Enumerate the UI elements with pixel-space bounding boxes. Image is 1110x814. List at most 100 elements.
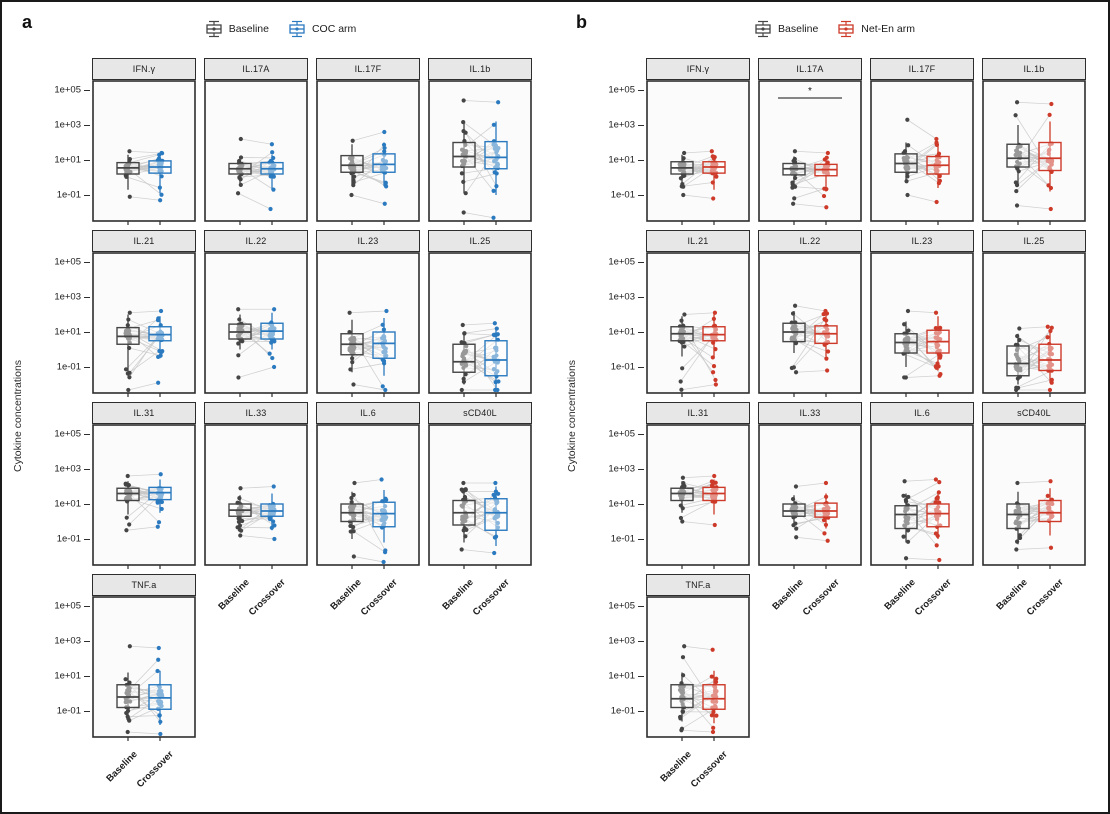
y-tick-label: 1e+03 <box>54 119 81 131</box>
y-tick-label: 1e+03 <box>608 119 635 131</box>
y-tick-label: 1e-01 <box>56 361 81 373</box>
panel-b: b Baseline Net-En arm Cytokine concentra… <box>558 4 1108 810</box>
y-tick-label: 1e+05 <box>54 600 81 612</box>
x-tick-label: Baseline <box>658 749 694 785</box>
facet-title: IL.17F <box>316 58 420 80</box>
y-tick-label: 1e+05 <box>54 428 81 440</box>
facet-title: IL.22 <box>758 230 862 252</box>
panel-a: a Baseline COC arm Cytokine concentratio… <box>4 4 556 810</box>
facet-cell: IL.17A * <box>758 58 862 226</box>
y-tick-label: 1e+05 <box>608 600 635 612</box>
facet-plot <box>316 80 420 225</box>
panel-label: b <box>576 12 587 32</box>
y-tick-mark <box>638 160 644 162</box>
y-axis-title: Cytokine concentrations <box>12 359 24 472</box>
y-tick-label: 1e+03 <box>608 463 635 475</box>
facet-grid: IFN.γ 1e+05 1e+03 1e+01 1e-01 IL.17A IL.17F IL.… <box>54 58 544 806</box>
facet-title: IL.6 <box>870 402 974 424</box>
x-axis-labels: Baseline Crossover <box>982 570 1086 640</box>
y-tick-label: 1e+03 <box>54 291 81 303</box>
facet-plot <box>982 80 1086 225</box>
x-axis-labels: Baseline Crossover <box>316 570 420 640</box>
y-tick-mark <box>638 195 644 197</box>
facet-title: IL.33 <box>758 402 862 424</box>
legend-label: COC arm <box>311 23 357 35</box>
x-axis-labels: Baseline Crossover <box>204 570 308 640</box>
x-tick-label: Baseline <box>882 577 918 613</box>
y-tick-mark <box>638 641 644 643</box>
y-axis-ticks: 1e+05 1e+03 1e+01 1e-01 <box>586 402 644 570</box>
y-tick-mark <box>84 606 90 608</box>
x-tick-label: Crossover <box>912 577 954 619</box>
facet-title: IL.31 <box>646 402 750 424</box>
facet-plot <box>982 252 1086 397</box>
facet-plot <box>646 424 750 569</box>
y-tick-mark <box>84 297 90 299</box>
y-tick-label: 1e+05 <box>608 84 635 96</box>
facet-title: TNF.a <box>646 574 750 596</box>
y-tick-mark <box>84 160 90 162</box>
legend-label: Baseline <box>778 23 819 35</box>
facet-cell: IL.21 1e+05 1e+03 1e+01 1e-01 <box>608 230 750 398</box>
facet-cell: IL.31 1e+05 1e+03 1e+01 1e-01 <box>54 402 196 570</box>
y-tick-label: 1e+05 <box>54 84 81 96</box>
y-tick-mark <box>638 504 644 506</box>
legend-item-arm: Net-En arm <box>836 20 915 38</box>
x-tick-label: Crossover <box>246 577 288 619</box>
facet-title: IFN.γ <box>92 58 196 80</box>
facet-cell: IL.1b <box>982 58 1086 226</box>
facet-plot: * <box>758 80 862 225</box>
facet-cell: sCD40L Baseline Crossover <box>982 402 1086 618</box>
facet-cell: IL.25 <box>428 230 532 398</box>
y-tick-mark <box>638 125 644 127</box>
y-tick-mark <box>84 504 90 506</box>
facet-plot <box>646 80 750 225</box>
facet-plot <box>870 424 974 569</box>
facet-title: IL.17A <box>204 58 308 80</box>
y-axis-ticks: 1e+05 1e+03 1e+01 1e-01 <box>586 58 644 226</box>
facet-title: TNF.a <box>92 574 196 596</box>
x-tick-label: Crossover <box>800 577 842 619</box>
facet-plot <box>646 596 750 741</box>
facet-title: IL.23 <box>870 230 974 252</box>
facet-cell: IL.31 1e+05 1e+03 1e+01 1e-01 <box>608 402 750 570</box>
facet-plot <box>428 252 532 397</box>
x-tick-label: Baseline <box>104 749 140 785</box>
facet-title: IL.1b <box>982 58 1086 80</box>
facet-cell: IFN.γ 1e+05 1e+03 1e+01 1e-01 <box>608 58 750 226</box>
facet-title: IL.25 <box>982 230 1086 252</box>
y-axis-ticks: 1e+05 1e+03 1e+01 1e-01 <box>32 574 90 742</box>
legend-item-baseline: Baseline <box>204 20 269 38</box>
facet-title: IL.17F <box>870 58 974 80</box>
x-tick-label: Baseline <box>994 577 1030 613</box>
facet-cell: IL.6 Baseline Crossover <box>870 402 974 618</box>
facet-plot <box>204 424 308 569</box>
x-tick-label: Baseline <box>440 577 476 613</box>
facet-plot <box>204 80 308 225</box>
facet-title: IL.33 <box>204 402 308 424</box>
panel-label: a <box>22 12 33 32</box>
facet-plot <box>92 424 196 569</box>
x-axis-labels: Baseline Crossover <box>870 570 974 640</box>
y-tick-label: 1e-01 <box>610 533 635 545</box>
facet-plot <box>316 424 420 569</box>
y-tick-label: 1e+03 <box>54 635 81 647</box>
y-axis-ticks: 1e+05 1e+03 1e+01 1e-01 <box>586 230 644 398</box>
y-tick-label: 1e-01 <box>610 189 635 201</box>
y-tick-mark <box>84 367 90 369</box>
y-tick-mark <box>638 262 644 264</box>
facet-plot <box>92 596 196 741</box>
y-tick-mark <box>638 332 644 334</box>
x-tick-label: Crossover <box>358 577 400 619</box>
x-tick-label: Baseline <box>770 577 806 613</box>
facet-title: IFN.γ <box>646 58 750 80</box>
y-tick-label: 1e+01 <box>608 498 635 510</box>
y-tick-label: 1e+01 <box>608 670 635 682</box>
facet-plot <box>870 80 974 225</box>
y-tick-label: 1e+01 <box>54 498 81 510</box>
y-tick-label: 1e+01 <box>608 154 635 166</box>
x-axis-labels: Baseline Crossover <box>428 570 532 640</box>
facet-title: IL.23 <box>316 230 420 252</box>
facet-plot <box>92 80 196 225</box>
